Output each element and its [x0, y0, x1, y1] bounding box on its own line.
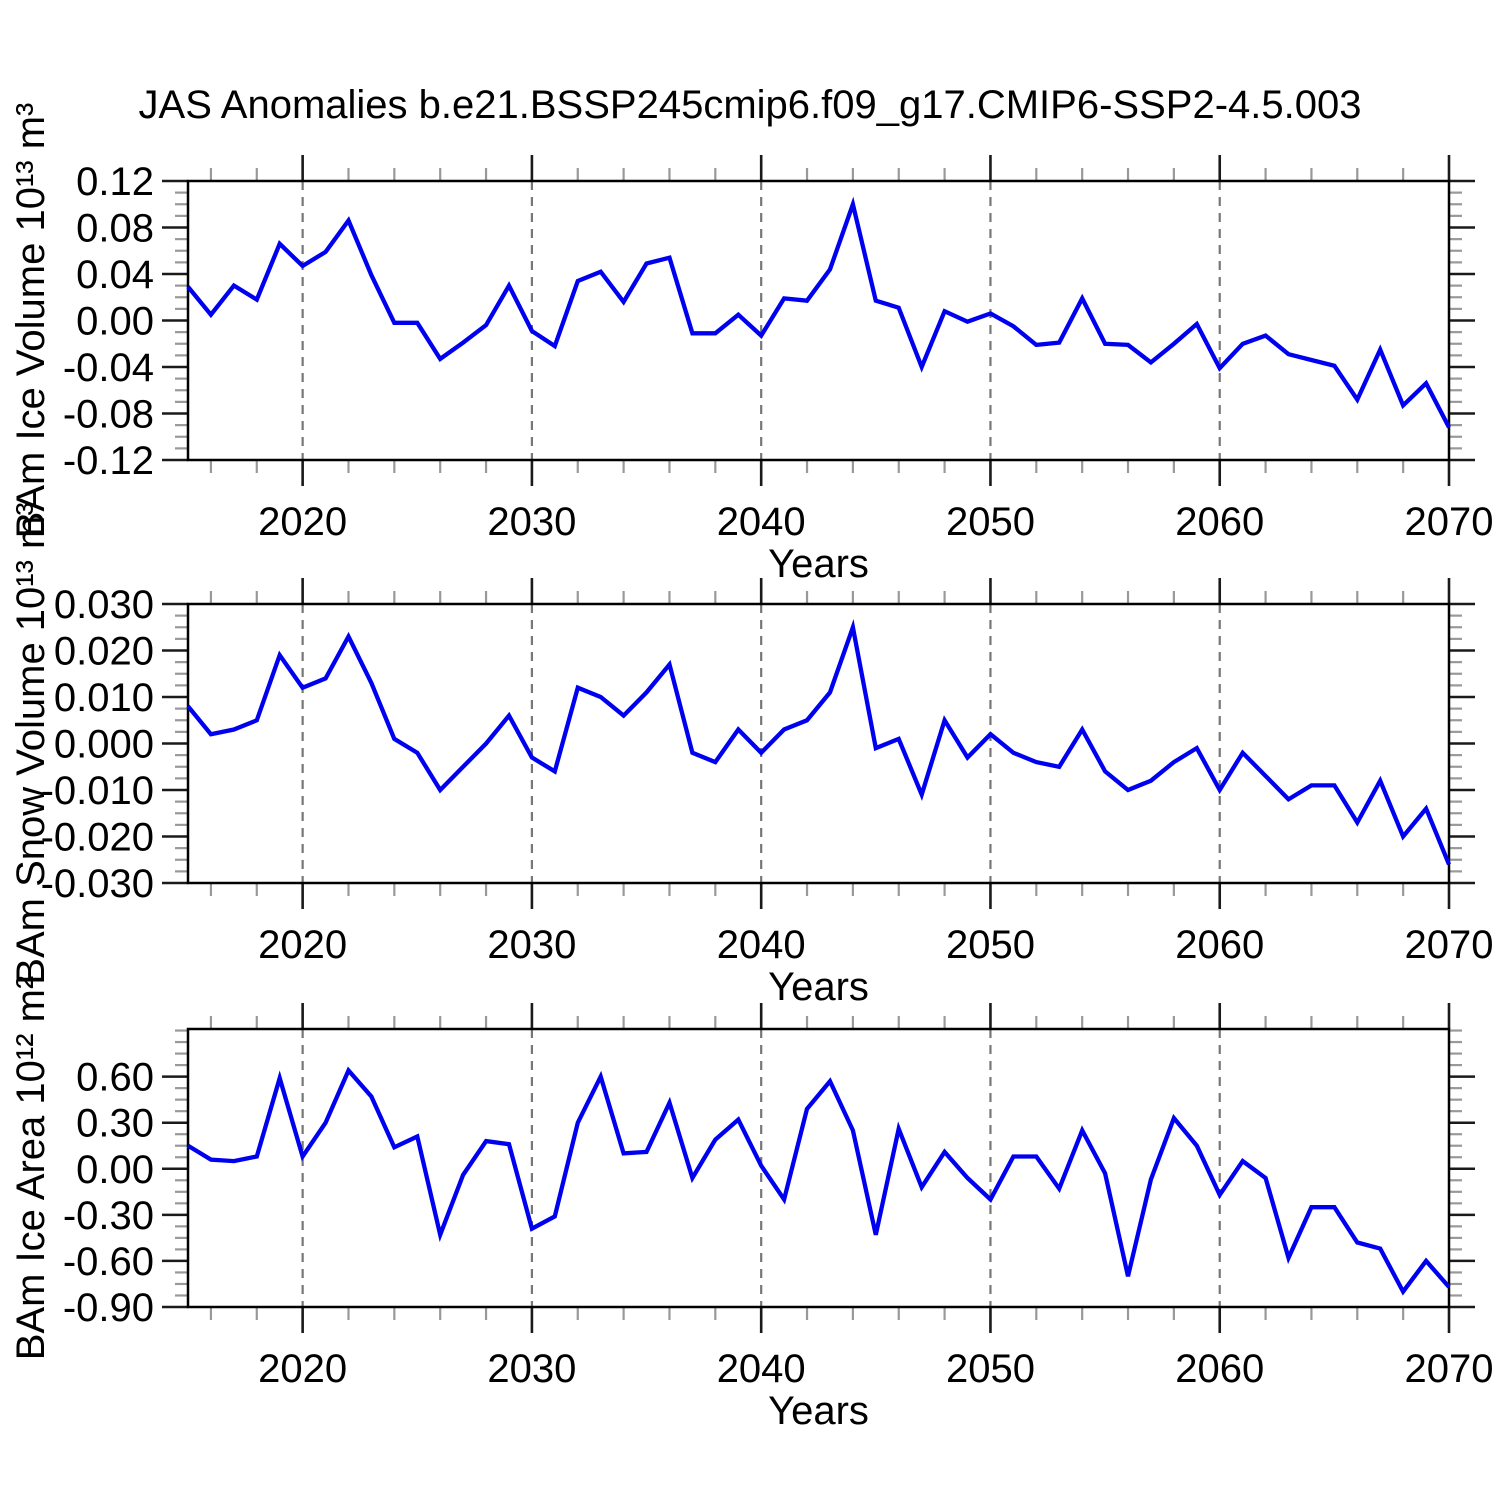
x-tick-label: 2060	[1175, 1347, 1264, 1391]
y-tick-label: 0.030	[54, 583, 154, 627]
axes-box	[186, 179, 1451, 462]
y-axis-title: BAm Snow Volume 10¹³ m³	[9, 502, 53, 984]
y-tick-label: 0.00	[76, 300, 154, 344]
x-tick-label: 2040	[717, 1347, 806, 1391]
x-tick-label: 2030	[487, 1347, 576, 1391]
axes-box	[186, 602, 1451, 885]
chart-title: JAS Anomalies b.e21.BSSP245cmip6.f09_g17…	[138, 83, 1362, 127]
y-tick-label: 0.30	[76, 1102, 154, 1146]
x-tick-label: 2030	[487, 500, 576, 544]
y-tick-label: -0.010	[41, 769, 154, 813]
y-tick-label: 0.08	[76, 207, 154, 251]
axes-box	[186, 1027, 1451, 1309]
x-tick-label: 2020	[258, 500, 347, 544]
y-tick-label: -0.030	[41, 862, 154, 906]
panel-1: 2020 2030 2040 2050 2060 2070 0.120.080.040.00…	[9, 103, 1493, 586]
data-line	[186, 196, 1451, 429]
x-tick-label: 2050	[946, 923, 1035, 967]
y-tick-label: 0.000	[54, 723, 154, 767]
x-tick-label: 2060	[1175, 923, 1264, 967]
y-tick-label: -0.04	[63, 346, 154, 390]
x-tick-label: 2030	[487, 923, 576, 967]
y-tick-label: 0.60	[76, 1056, 154, 1100]
x-tick-label: 2070	[1405, 923, 1494, 967]
y-tick-label: -0.08	[63, 393, 154, 437]
y-tick-label: -0.60	[63, 1240, 154, 1284]
y-tick-label: -0.12	[63, 439, 154, 483]
x-tick-label: 2050	[946, 500, 1035, 544]
y-tick-label: -0.020	[41, 816, 154, 860]
panel-3: 2020 2030 2040 2050 2060 2070 0.600.300.00-0.3…	[9, 976, 1493, 1433]
data-line	[186, 1066, 1451, 1296]
y-tick-label: 0.010	[54, 676, 154, 720]
x-axis-title: Years	[768, 965, 869, 1009]
x-tick-label: 2020	[258, 1347, 347, 1391]
y-tick-label: -0.90	[63, 1286, 154, 1330]
x-tick-label: 2040	[717, 500, 806, 544]
y-tick-label: 0.00	[76, 1148, 154, 1192]
x-tick-label: 2020	[258, 923, 347, 967]
x-tick-label: 2040	[717, 923, 806, 967]
data-line	[186, 619, 1451, 866]
y-tick-label: 0.12	[76, 160, 154, 204]
x-tick-label: 2060	[1175, 500, 1264, 544]
y-tick-label: 0.020	[54, 630, 154, 674]
x-tick-label: 2050	[946, 1347, 1035, 1391]
x-tick-label: 2070	[1405, 500, 1494, 544]
y-tick-label: 0.04	[76, 253, 154, 297]
panel-2: 2020 2030 2040 2050 2060 2070 0.0300.0200.0100…	[9, 502, 1493, 1009]
x-axis-title: Years	[768, 1389, 869, 1433]
x-axis-title: Years	[768, 542, 869, 586]
x-tick-label: 2070	[1405, 1347, 1494, 1391]
y-axis-title: BAm Ice Area 10¹² m²	[9, 976, 53, 1361]
y-tick-label: -0.30	[63, 1194, 154, 1238]
y-axis-title: BAm Ice Volume 10¹³ m³	[9, 103, 53, 539]
